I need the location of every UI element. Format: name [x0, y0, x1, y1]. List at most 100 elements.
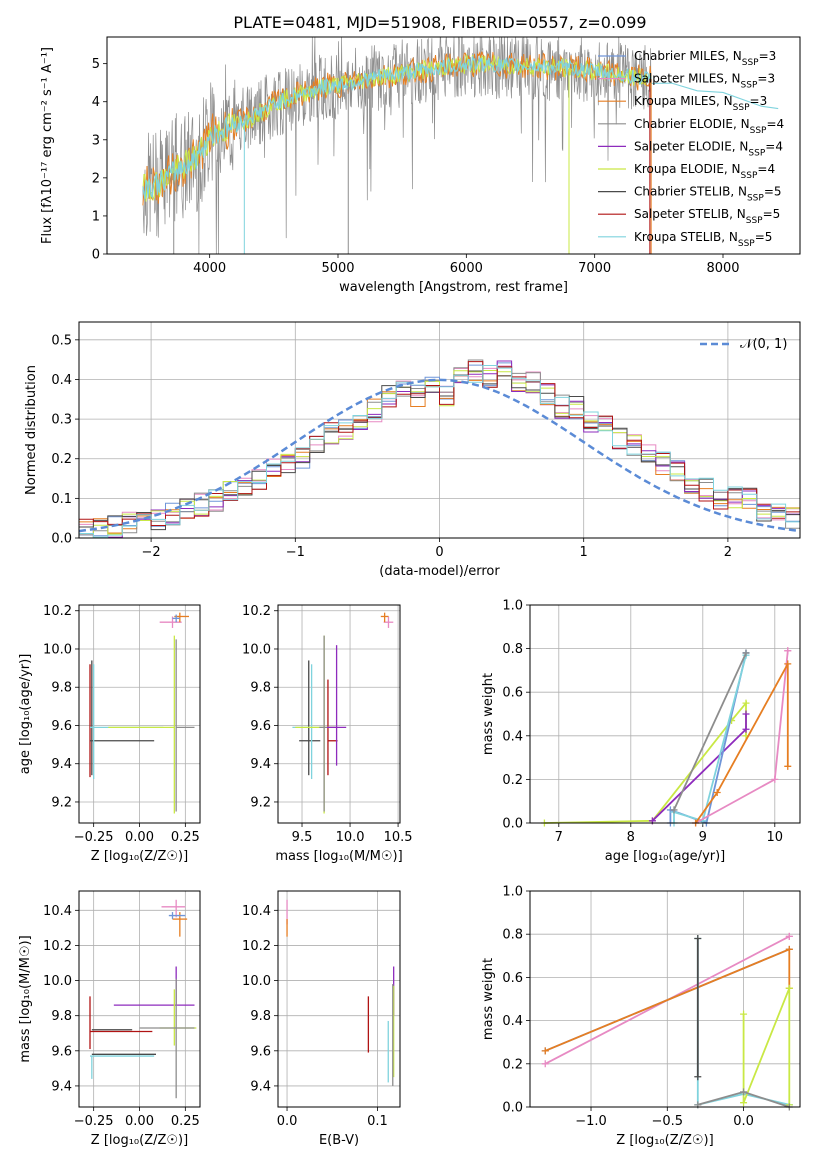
axes-frame: [78, 890, 201, 1108]
weight-marker: [694, 935, 702, 943]
legend-suffix: =3: [759, 49, 777, 63]
x-tick-label: 0.25: [171, 1114, 200, 1129]
weight-marker: [742, 649, 750, 657]
panel-residuals: −2 −1 0 1 2 0.0 0.1 0.2 0.3 0.4 0.5 (data-model)/er…: [24, 321, 801, 579]
weight-marker: [713, 788, 721, 796]
legend: Chabrier MILES, NSSP=3 Salpeter MILES, NS…: [598, 49, 784, 249]
weight-line: [673, 652, 747, 811]
x-axis-label: age [log₁₀(age/yr)]: [605, 849, 726, 864]
normal-curve: [78, 378, 801, 533]
weight-marker: [541, 1060, 549, 1068]
axes-frame: [78, 604, 201, 824]
y-tick-label: 9.4: [250, 757, 271, 772]
y-tick-label: 2: [92, 171, 100, 186]
x-axis-label: Z [log₁₀(Z/Z☉)]: [616, 1133, 713, 1148]
x-axis-label: Z [log₁₀(Z/Z☉)]: [91, 1133, 188, 1148]
y-tick-label: 10.2: [43, 604, 72, 619]
weight-line: [742, 987, 791, 1105]
legend-label: 𝒩(0, 1): [740, 337, 787, 352]
legend-suffix: =5: [755, 230, 773, 244]
y-axis-label: mass weight: [481, 673, 496, 755]
x-tick-label: −2: [142, 545, 161, 560]
legend-suffix: =3: [757, 72, 775, 86]
y-tick-label: 4: [92, 95, 100, 110]
legend-label: Salpeter MILES, NSSP=3: [634, 72, 775, 91]
x-axis-label: (data-model)/error: [379, 564, 500, 579]
spectrum-line: [142, 56, 652, 200]
y-tick-label: 9.2: [250, 795, 271, 810]
y-tick-label: 0.4: [502, 1014, 523, 1029]
axes-frame: [78, 321, 801, 539]
y-axis-label: Normed distribution: [24, 365, 39, 495]
x-tick-label: 6000: [450, 261, 483, 276]
panel-spectrum: 4000 5000 6000 7000 8000 0 1 2 3 4 5 wavelength [An…: [40, 36, 801, 295]
legend-subscript: SSP: [750, 126, 767, 136]
y-tick-label: 9.8: [51, 1009, 72, 1024]
y-tick-label: 10.4: [43, 904, 72, 919]
x-tick-label: 8: [627, 830, 635, 845]
y-tick-label: 10.2: [43, 939, 72, 954]
histogram-step: [79, 361, 800, 526]
weight-marker: [742, 710, 750, 718]
y-tick-label: 9.8: [250, 1009, 271, 1024]
x-tick-label: 8000: [706, 261, 739, 276]
x-tick-label: 9.5: [292, 830, 313, 845]
y-tick-label: 9.8: [250, 681, 271, 696]
y-tick-label: 0.4: [502, 729, 523, 744]
y-tick-label: 10.2: [242, 939, 271, 954]
y-tick-label: 0.6: [502, 971, 523, 986]
x-tick-label: 0: [435, 545, 443, 560]
y-tick-label: 5: [92, 57, 100, 72]
legend-label: Salpeter STELIB, NSSP=5: [634, 207, 780, 226]
plot-area: [89, 899, 197, 1099]
y-tick-label: 10.0: [242, 642, 271, 657]
y-tick-label: 0.4: [51, 373, 72, 388]
x-axis-label: mass [log₁₀(M/M☉)]: [275, 849, 402, 864]
plot-area: [142, 36, 779, 255]
y-tick-label: 9.8: [51, 681, 72, 696]
y-axis-label: age [log₁₀(age/yr)]: [18, 654, 33, 775]
weight-line: [673, 654, 747, 823]
y-tick-label: 1: [92, 209, 100, 224]
weight-marker: [785, 932, 793, 940]
axes-frame: [277, 604, 401, 824]
y-tick-label: 9.4: [51, 757, 72, 772]
y-tick-label: 10.0: [242, 974, 271, 989]
plot-area: [292, 612, 394, 814]
legend-label: Chabrier STELIB, NSSP=5: [634, 185, 782, 204]
weight-marker: [742, 725, 750, 733]
weight-marker: [785, 984, 793, 992]
x-tick-label: −1: [286, 545, 305, 560]
legend-subscript: SSP: [741, 171, 758, 181]
weight-marker: [694, 1073, 702, 1081]
x-tick-label: 10.5: [384, 830, 413, 845]
y-tick-label: 9.6: [250, 719, 271, 734]
x-axis-label: wavelength [Angstrom, rest frame]: [339, 280, 568, 295]
histogram-step: [79, 365, 800, 538]
y-tick-label: 3: [92, 133, 100, 148]
y-tick-label: 0.0: [502, 817, 523, 832]
y-tick-label: 0.8: [502, 928, 523, 943]
y-tick-label: 0.2: [502, 1057, 523, 1072]
y-axis-label: mass weight: [481, 958, 496, 1040]
x-tick-label: 1: [580, 545, 588, 560]
x-tick-label: −0.25: [74, 1114, 114, 1129]
legend-label: Salpeter ELODIE, NSSP=4: [634, 139, 783, 158]
x-tick-label: 0.00: [125, 1114, 154, 1129]
x-tick-label: −0.5: [651, 1114, 683, 1129]
x-tick-label: 10.0: [336, 830, 365, 845]
legend-label: Chabrier ELODIE, NSSP=4: [634, 117, 784, 136]
legend-suffix: =5: [764, 185, 782, 199]
legend-subscript: SSP: [747, 194, 764, 204]
legend-label: Kroupa STELIB, NSSP=5: [634, 230, 772, 249]
legend-subscript: SSP: [738, 239, 755, 249]
legend-label: Kroupa MILES, NSSP=3: [634, 94, 767, 113]
x-axis-label: E(B-V): [319, 1133, 359, 1148]
plot-area: [89, 612, 195, 814]
legend-subscript: SSP: [748, 148, 765, 158]
x-tick-label: 2: [724, 545, 732, 560]
weight-marker: [740, 1088, 748, 1096]
y-tick-label: 0.8: [502, 642, 523, 657]
weight-marker: [740, 1099, 748, 1107]
weight-marker: [785, 945, 793, 953]
